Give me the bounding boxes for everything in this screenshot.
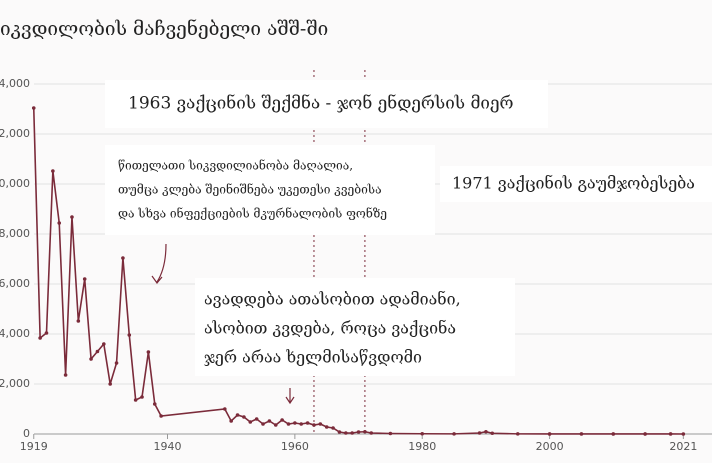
data-point xyxy=(63,373,68,377)
data-point xyxy=(95,349,100,354)
data-point xyxy=(324,425,329,429)
data-point xyxy=(350,431,354,435)
data-point xyxy=(356,430,361,434)
data-point xyxy=(515,432,520,436)
data-point xyxy=(127,333,132,337)
data-point xyxy=(579,432,584,436)
annotation-box xyxy=(195,278,515,376)
y-tick-label: 6,000 xyxy=(0,277,30,290)
data-point xyxy=(369,431,374,435)
data-point xyxy=(159,414,163,418)
data-point xyxy=(114,361,119,365)
data-point xyxy=(611,432,616,436)
data-point xyxy=(121,256,125,260)
y-tick-label: 8,000 xyxy=(0,227,30,240)
data-point xyxy=(44,331,49,335)
data-point xyxy=(57,221,62,225)
data-point xyxy=(70,215,74,219)
data-point xyxy=(261,422,265,426)
data-point xyxy=(388,431,393,436)
arrow xyxy=(285,388,295,405)
data-point xyxy=(681,432,686,436)
x-tick-label: 1940 xyxy=(153,440,181,453)
data-point xyxy=(140,395,144,399)
data-point xyxy=(229,419,233,423)
data-point xyxy=(484,429,488,434)
y-tick-label: 4,000 xyxy=(0,327,30,340)
y-tick-label: 14,000 xyxy=(0,77,30,90)
data-point xyxy=(51,169,55,173)
annotation-text: თუმცა კლება შეინიშნება უკეთესი კვებისა xyxy=(118,182,382,197)
data-point xyxy=(82,277,87,281)
data-point xyxy=(89,357,93,361)
y-tick-label: 10,000 xyxy=(0,177,30,190)
data-point xyxy=(31,106,36,110)
data-point xyxy=(248,420,253,424)
annotation-text: ასობით კვდება, როცა ვაქცინა xyxy=(204,319,456,338)
data-point xyxy=(76,319,81,323)
data-point xyxy=(280,418,284,422)
y-tick-label: 0 xyxy=(23,427,30,440)
data-point xyxy=(133,398,138,402)
data-point xyxy=(318,422,323,426)
data-point xyxy=(293,421,297,425)
data-point xyxy=(363,429,367,434)
data-point xyxy=(344,431,348,435)
annotation-text: 1963 ვაქცინის შექმნა - ჯონ ენდერსის მიერ xyxy=(128,94,513,114)
data-point xyxy=(305,421,310,425)
data-point xyxy=(102,342,106,346)
x-tick-label: 2021 xyxy=(669,440,697,453)
data-point xyxy=(668,432,673,436)
annotation-box xyxy=(105,145,435,235)
data-point xyxy=(38,336,42,340)
data-point xyxy=(477,431,482,435)
data-point xyxy=(152,402,157,406)
annotation-text: ავადდება ათასობით ადამიანი, xyxy=(204,290,461,309)
y-tick-label: 12,000 xyxy=(0,127,30,140)
data-point xyxy=(331,426,335,430)
x-tick-label: 1960 xyxy=(281,440,309,453)
data-point xyxy=(490,431,495,436)
x-tick-label: 2000 xyxy=(536,440,564,453)
data-line xyxy=(32,107,684,435)
annotation-text: ჯერ არაა ხელმისაწვდომი xyxy=(204,348,422,367)
x-tick-label: 1919 xyxy=(20,440,48,453)
data-point xyxy=(299,422,304,426)
data-point xyxy=(235,413,240,417)
data-point xyxy=(286,422,291,426)
chart-title: იკვდილობის მაჩვენებელი აშშ-ში xyxy=(0,18,328,40)
annotation-text: და სხვა ინფექციების მკურნალობის ფონზე xyxy=(118,206,387,221)
data-point xyxy=(420,431,425,436)
data-point xyxy=(643,432,647,436)
data-point xyxy=(267,419,272,423)
data-point xyxy=(223,407,227,411)
annotation-text: 1971 ვაქცინის გაუმჯობესება xyxy=(452,174,695,193)
data-point xyxy=(337,430,342,434)
annotation-box xyxy=(440,166,712,202)
data-point xyxy=(452,432,456,436)
data-point xyxy=(254,417,259,421)
annotation-box xyxy=(105,80,548,128)
arrow xyxy=(151,243,167,284)
data-point xyxy=(273,423,278,427)
data-point xyxy=(312,423,316,427)
data-point xyxy=(108,382,112,386)
data-point xyxy=(242,415,246,419)
annotation-text: წითელათი სიკვდილიანობა მაღალია, xyxy=(118,158,353,173)
data-point xyxy=(146,350,151,354)
y-tick-label: 2,000 xyxy=(0,377,30,390)
x-tick-label: 1980 xyxy=(408,440,436,453)
data-point xyxy=(547,432,552,436)
